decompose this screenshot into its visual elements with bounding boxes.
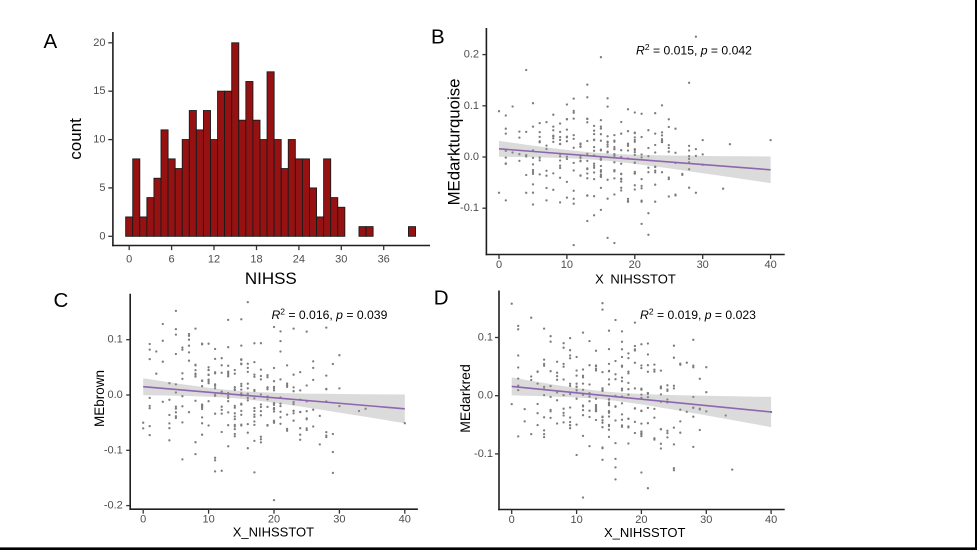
svg-text:40: 40: [764, 259, 776, 271]
svg-text:0.1: 0.1: [464, 100, 479, 112]
svg-text:10: 10: [561, 259, 573, 271]
svg-text:X_NIHSSTOT: X_NIHSSTOT: [233, 524, 314, 539]
svg-text:0: 0: [509, 514, 515, 526]
svg-text:24: 24: [293, 254, 305, 266]
svg-text:MEbrown: MEbrown: [92, 370, 107, 427]
svg-text:20: 20: [268, 514, 280, 526]
svg-text:20: 20: [629, 259, 641, 271]
svg-text:18: 18: [250, 254, 262, 266]
svg-text:30: 30: [333, 514, 345, 526]
svg-text:6: 6: [169, 254, 175, 266]
svg-text:36: 36: [378, 254, 390, 266]
svg-text:20: 20: [93, 37, 105, 49]
svg-text:count: count: [66, 118, 85, 160]
svg-text:20: 20: [635, 514, 647, 526]
svg-text:-0.2: -0.2: [104, 500, 123, 512]
svg-text:X NIHSSTOT: X NIHSSTOT: [595, 272, 676, 287]
svg-text:0.0: 0.0: [464, 151, 479, 163]
svg-text:0: 0: [99, 230, 105, 242]
svg-text:A: A: [44, 30, 58, 53]
svg-text:40: 40: [399, 514, 411, 526]
svg-text:12: 12: [208, 254, 220, 266]
svg-text:0: 0: [140, 514, 146, 526]
svg-text:D: D: [434, 287, 449, 310]
svg-text:5: 5: [99, 182, 105, 194]
svg-text:0.0: 0.0: [478, 390, 493, 402]
svg-text:30: 30: [700, 514, 712, 526]
svg-text:0.1: 0.1: [478, 332, 493, 344]
svg-text:0: 0: [126, 254, 132, 266]
svg-text:C: C: [54, 289, 69, 312]
svg-text:R2 = 0.015, p = 0.042: R2 = 0.015, p = 0.042: [636, 42, 752, 58]
svg-text:0.0: 0.0: [108, 389, 123, 401]
svg-text:MEdarkturquoise: MEdarkturquoise: [445, 79, 464, 206]
svg-text:-0.1: -0.1: [460, 202, 479, 214]
svg-text:R2 = 0.016, p = 0.039: R2 = 0.016, p = 0.039: [271, 307, 387, 323]
svg-text:10: 10: [202, 514, 214, 526]
svg-text:-0.1: -0.1: [104, 444, 123, 456]
svg-text:X_NIHSSTOT: X_NIHSSTOT: [604, 525, 685, 540]
svg-text:-0.1: -0.1: [474, 448, 493, 460]
svg-text:MEdarkred: MEdarkred: [457, 364, 473, 432]
svg-text:30: 30: [335, 254, 347, 266]
svg-text:NIHSS: NIHSS: [245, 269, 297, 288]
svg-text:0.1: 0.1: [108, 334, 123, 346]
svg-text:15: 15: [93, 85, 105, 97]
svg-text:0.2: 0.2: [464, 49, 479, 61]
svg-text:B: B: [431, 25, 445, 48]
svg-text:0: 0: [496, 259, 502, 271]
svg-text:40: 40: [765, 514, 777, 526]
svg-text:30: 30: [697, 259, 709, 271]
svg-text:10: 10: [93, 134, 105, 146]
svg-text:10: 10: [570, 514, 582, 526]
svg-text:R2 = 0.019, p = 0.023: R2 = 0.019, p = 0.023: [640, 307, 756, 323]
